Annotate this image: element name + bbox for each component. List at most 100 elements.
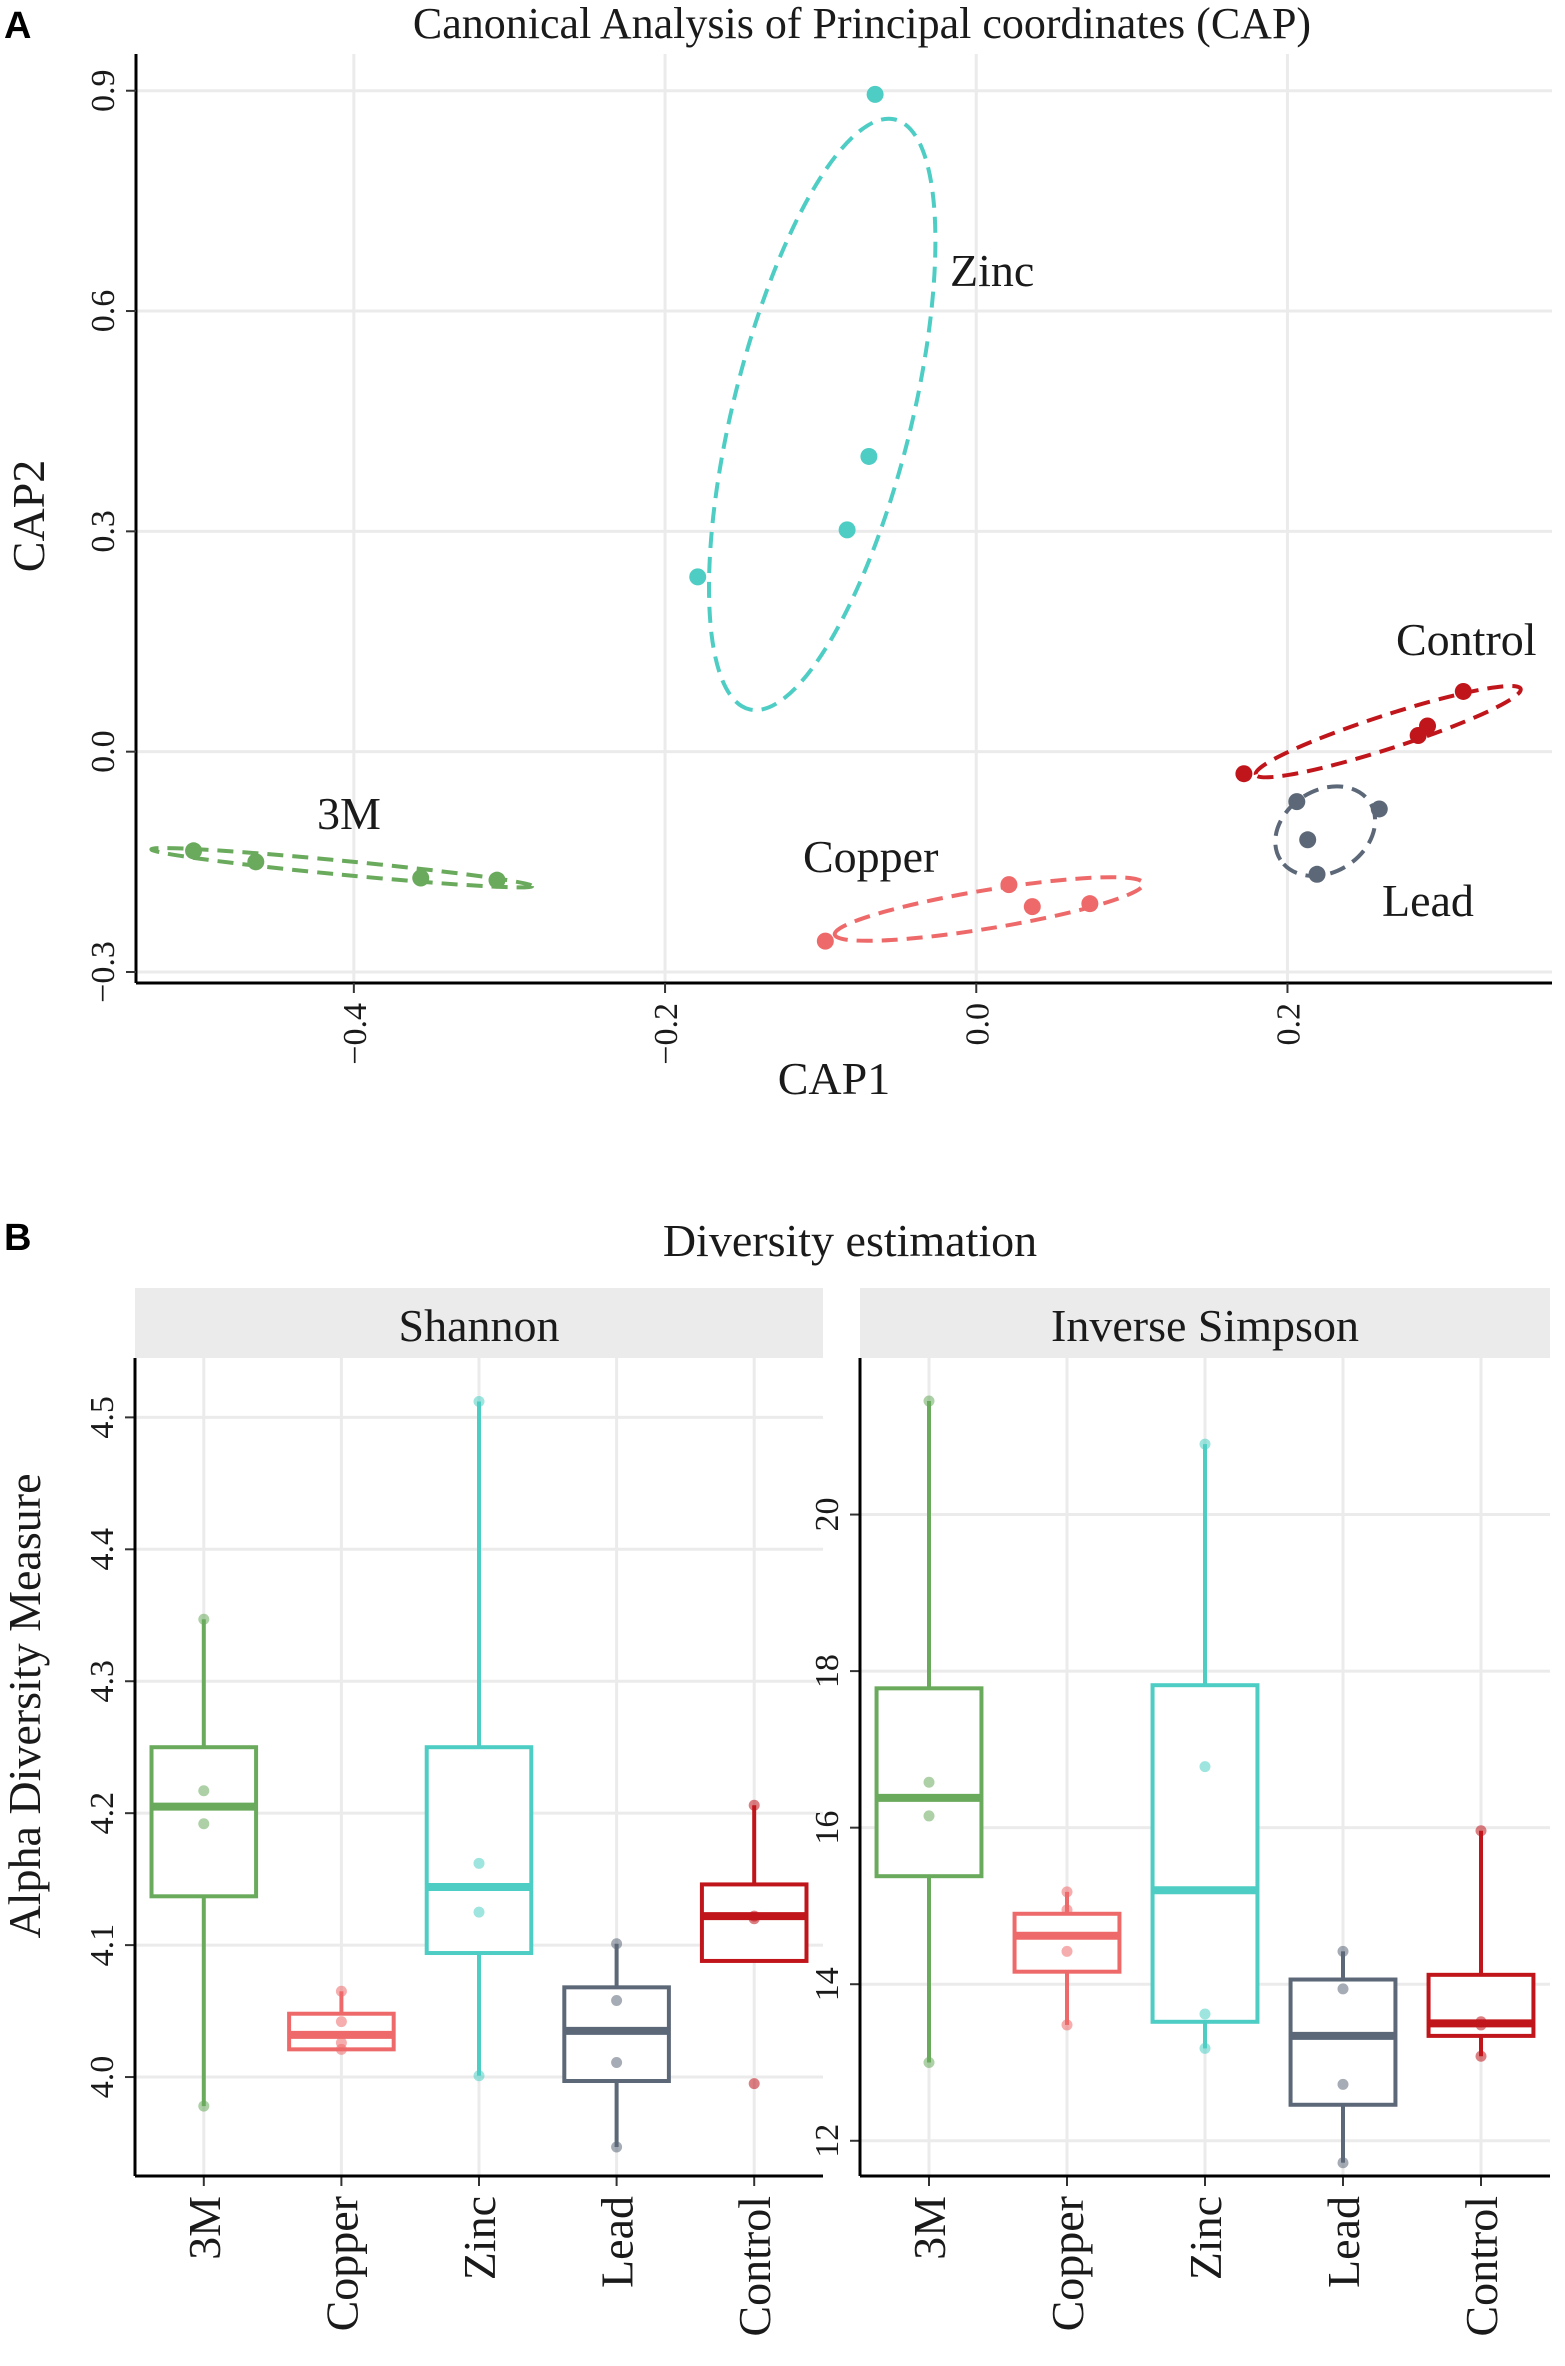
shannon-point-lead — [611, 1995, 623, 2007]
cap-label-3m: 3M — [317, 788, 381, 839]
cap-point-zinc — [860, 447, 878, 465]
cap-label-copper: Copper — [803, 831, 938, 882]
invsimpson-point-copper — [1061, 2019, 1073, 2031]
cap-point-control — [1454, 682, 1472, 700]
shannon-point-3m — [198, 1785, 210, 1797]
facet-title-inverse-simpson: Inverse Simpson — [1051, 1300, 1359, 1351]
invsimpson-point-copper — [1061, 1886, 1073, 1898]
invsimpson-point-3m — [923, 2056, 935, 2068]
facet-strip-shannon — [135, 1288, 823, 1358]
invsimpson-x-tick-label: 3M — [904, 2196, 955, 2260]
shannon-box-zinc — [424, 1745, 534, 1956]
invsimpson-point-3m — [923, 1395, 935, 1407]
shannon-facet: 4.0 4.1 4.2 4.3 4.4 4.5 3M Copper Zinc Lead Contro… — [84, 1358, 823, 2337]
invsimpson-point-copper — [1061, 1904, 1073, 1916]
invsimpson-y-tick-label: 18 — [809, 1654, 846, 1688]
cap-label-control: Control — [1396, 614, 1537, 665]
invsimpson-y-tick-label: 20 — [809, 1498, 846, 1532]
cap-y-tick-label: 0.3 — [85, 510, 122, 553]
diversity-y-axis-label: Alpha Diversity Measure — [0, 1474, 50, 1939]
cap-point-3m — [488, 871, 506, 889]
invsimpson-box-3m — [874, 1686, 984, 1879]
shannon-point-zinc — [473, 2070, 485, 2082]
facet-title-shannon: Shannon — [399, 1300, 560, 1351]
cap-x-tick-label: 0.0 — [959, 1003, 996, 1046]
invsimpson-point-control — [1475, 1825, 1487, 1837]
cap-point-3m — [185, 842, 203, 860]
cap-x-axis-label: CAP1 — [778, 1053, 890, 1104]
shannon-point-3m — [198, 1818, 210, 1830]
invsimpson-point-lead — [1337, 2078, 1349, 2090]
cap-point-lead — [1299, 831, 1317, 849]
invsimpson-x-tick-label: Copper — [1042, 2196, 1093, 2331]
invsimpson-x-tick-label: Lead — [1318, 2196, 1369, 2288]
cap-ellipse-zinc — [707, 116, 938, 713]
invsimpson-point-lead — [1337, 1983, 1349, 1995]
invsimpson-point-zinc — [1199, 2008, 1211, 2020]
shannon-point-3m — [198, 2100, 210, 2112]
cap-point-3m — [412, 869, 430, 887]
invsimpson-y-tick-label: 16 — [809, 1811, 846, 1845]
shannon-point-lead — [611, 1938, 623, 1950]
cap-group-labels: Zinc Control 3M Copper Lead — [317, 245, 1537, 926]
shannon-x-tick-label: Lead — [592, 2196, 643, 2288]
cap-x-tick-label: −0.4 — [337, 1003, 374, 1065]
cap-point-3m — [247, 853, 265, 871]
cap-point-copper — [1000, 876, 1018, 894]
diversity-panel: B Diversity estimation Alpha Diversity M… — [0, 1215, 1550, 2337]
cap-ellipse-lead — [1273, 784, 1378, 878]
shannon-y-tick-label: 4.5 — [84, 1396, 121, 1439]
inverse-simpson-facet: 12 14 16 18 20 3M Copper Zinc Lead Control — [809, 1358, 1550, 2337]
shannon-point-control — [748, 1799, 760, 1811]
cap-point-copper — [1081, 895, 1099, 913]
shannon-y-tick-label: 4.0 — [84, 2056, 121, 2099]
cap-point-copper — [1023, 898, 1041, 916]
invsimpson-box-lead — [1288, 1977, 1398, 2107]
shannon-point-control — [748, 1910, 760, 1922]
cap-point-zinc — [689, 568, 707, 586]
shannon-x-tick-label: 3M — [179, 2196, 230, 2260]
shannon-y-tick-label: 4.3 — [84, 1660, 121, 1703]
cap-ellipse-copper — [832, 875, 1146, 943]
invsimpson-box-copper — [1012, 1911, 1122, 1974]
cap-x-tick-label: −0.2 — [648, 1003, 685, 1065]
cap-y-tick-label: 0.9 — [85, 69, 122, 112]
shannon-point-lead — [611, 2057, 623, 2069]
cap-points — [185, 85, 1472, 950]
cap-ticks: −0.4 −0.2 0.0 0.2 −0.3 0.0 0.3 0.6 0.9 — [85, 69, 1307, 1064]
invsimpson-y-tick-label: 14 — [809, 1967, 846, 2001]
cap-y-tick-label: 0.6 — [85, 290, 122, 333]
cap-point-control — [1235, 765, 1253, 783]
cap-point-control — [1419, 717, 1437, 735]
cap-point-lead — [1308, 865, 1326, 883]
shannon-y-tick-label: 4.2 — [84, 1792, 121, 1835]
panel-a-label: A — [4, 5, 31, 47]
shannon-point-zinc — [473, 1396, 485, 1408]
shannon-point-copper — [335, 2016, 347, 2028]
cap-title: Canonical Analysis of Principal coordina… — [413, 0, 1311, 48]
invsimpson-x-tick-label: Control — [1456, 2196, 1507, 2337]
cap-x-tick-label: 0.2 — [1270, 1003, 1307, 1046]
cap-point-zinc — [866, 85, 884, 103]
cap-gridlines — [136, 54, 1552, 983]
cap-ellipse-3m — [149, 846, 535, 890]
cap-y-axis-label: CAP2 — [3, 460, 54, 572]
invsimpson-point-lead — [1337, 1945, 1349, 1957]
shannon-x-tick-label: Copper — [316, 2196, 367, 2331]
panel-b-label: B — [4, 1217, 31, 1259]
shannon-point-zinc — [473, 1906, 485, 1918]
shannon-y-tick-label: 4.4 — [84, 1528, 121, 1571]
invsimpson-point-copper — [1061, 1945, 1073, 1957]
invsimpson-point-zinc — [1199, 1438, 1211, 1450]
cap-point-lead — [1288, 793, 1306, 811]
facet-strip-inverse-simpson — [860, 1288, 1550, 1358]
invsimpson-point-zinc — [1199, 1761, 1211, 1773]
shannon-point-copper — [335, 2037, 347, 2049]
shannon-point-lead — [611, 2141, 623, 2153]
cap-ellipses — [149, 116, 1523, 943]
invsimpson-point-control — [1475, 2050, 1487, 2062]
cap-label-zinc: Zinc — [950, 245, 1034, 296]
cap-ellipse-control — [1253, 683, 1523, 780]
diversity-title: Diversity estimation — [663, 1215, 1037, 1266]
